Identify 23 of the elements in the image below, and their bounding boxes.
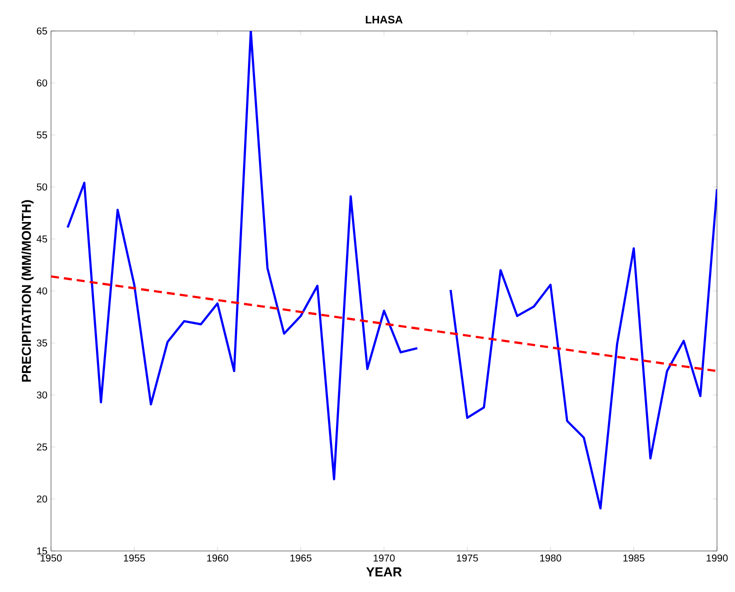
y-tick-label: 30 (36, 391, 48, 399)
y-tick-label: 55 (36, 132, 48, 138)
x-tick-label: 1950 (40, 554, 62, 562)
y-tick-label: 15 (37, 548, 48, 554)
y-tick-label: 60 (36, 79, 48, 87)
y-tick-label: 50 (36, 183, 48, 191)
chart-title: LHASA (366, 16, 403, 24)
y-tick-label: 25 (36, 443, 48, 451)
y-tick-label: 65 (36, 27, 48, 35)
x-tick-label: 1990 (706, 554, 728, 562)
y-axis-title: PRECIPITATION (MM/MONTH) (21, 200, 34, 382)
y-tick-label: 35 (36, 339, 48, 347)
x-tick-label: 1975 (456, 554, 478, 562)
x-tick-label: 1970 (374, 554, 395, 562)
x-tick-label: 1955 (124, 554, 145, 562)
y-tick-label: 45 (36, 236, 48, 242)
x-tick-label: 1960 (207, 554, 228, 562)
x-tick-label: 1965 (290, 554, 312, 562)
x-axis-title: YEAR (366, 567, 402, 576)
y-tick-label: 40 (36, 287, 48, 295)
x-tick-label: 1985 (623, 554, 644, 562)
y-tick-label: 20 (36, 495, 48, 503)
x-tick-label: 1980 (540, 554, 562, 562)
